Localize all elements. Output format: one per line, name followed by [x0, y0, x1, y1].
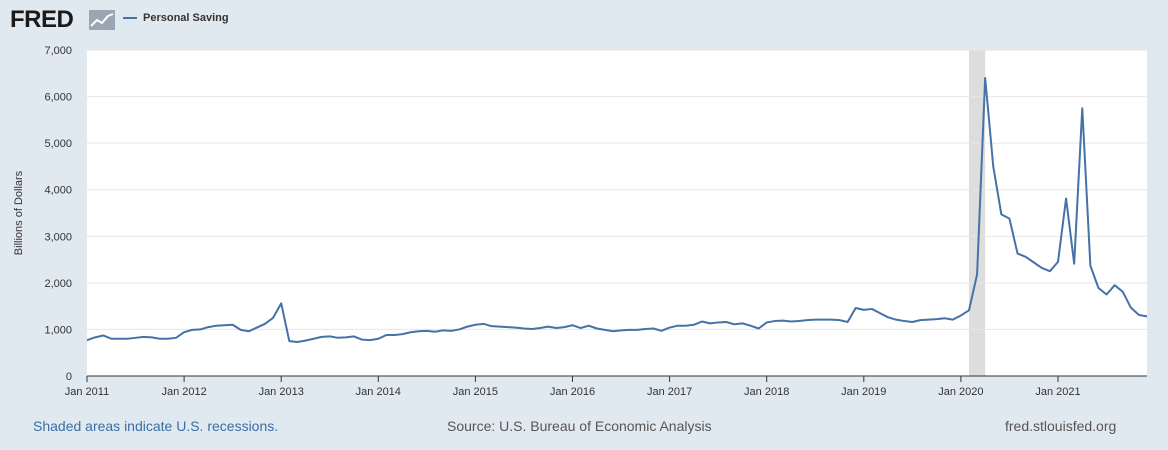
y-tick-label: 6,000	[44, 92, 72, 104]
x-axis-ticks: Jan 2011 Jan 2012 Jan 2013 Jan 2014 Jan 2015…	[65, 376, 1081, 398]
recessions-note[interactable]: Shaded areas indicate U.S. recessions.	[33, 418, 279, 434]
recession-band-0	[968, 50, 986, 376]
x-tick-label: Jan 2014	[356, 386, 401, 398]
legend-label[interactable]: Personal Saving	[143, 12, 229, 24]
x-tick-label: Jan 2021	[1035, 386, 1080, 398]
series-line-personal-saving[interactable]	[86, 76, 1148, 343]
y-tick-label: 4,000	[44, 185, 72, 197]
line-chart[interactable]: 0 1,000 2,000 3,000 4,000 5,000 6,000 7,000 Jan…	[0, 0, 1168, 410]
legend: Personal Saving	[123, 12, 229, 24]
x-tick-label: Jan 2020	[938, 386, 983, 398]
y-tick-label: 0	[66, 371, 72, 383]
y-tick-label: 2,000	[44, 278, 72, 290]
source-note: Source: U.S. Bureau of Economic Analysis	[447, 418, 712, 434]
y-tick-label: 3,000	[44, 231, 72, 243]
y-tick-label: 1,000	[44, 324, 72, 336]
fred-logo[interactable]: FRED	[10, 6, 74, 33]
x-tick-label: Jan 2011	[65, 386, 109, 398]
y-axis-ticks: 0 1,000 2,000 3,000 4,000 5,000 6,000 7,000	[44, 45, 72, 383]
y-tick-label: 7,000	[44, 45, 72, 57]
y-tick-label: 5,000	[44, 138, 72, 150]
gridlines	[87, 49, 1147, 377]
fred-logo-chart-icon	[89, 10, 115, 30]
x-tick-label: Jan 2016	[550, 386, 595, 398]
x-tick-label: Jan 2017	[647, 386, 692, 398]
x-tick-label: Jan 2015	[453, 386, 498, 398]
x-tick-label: Jan 2019	[841, 386, 886, 398]
recession-shading	[968, 50, 986, 376]
y-axis-title: Billions of Dollars	[13, 170, 25, 255]
x-tick-label: Jan 2013	[259, 386, 304, 398]
site-link[interactable]: fred.stlouisfed.org	[1005, 418, 1117, 434]
legend-swatch	[123, 17, 137, 19]
x-tick-label: Jan 2012	[161, 386, 206, 398]
x-tick-label: Jan 2018	[744, 386, 789, 398]
